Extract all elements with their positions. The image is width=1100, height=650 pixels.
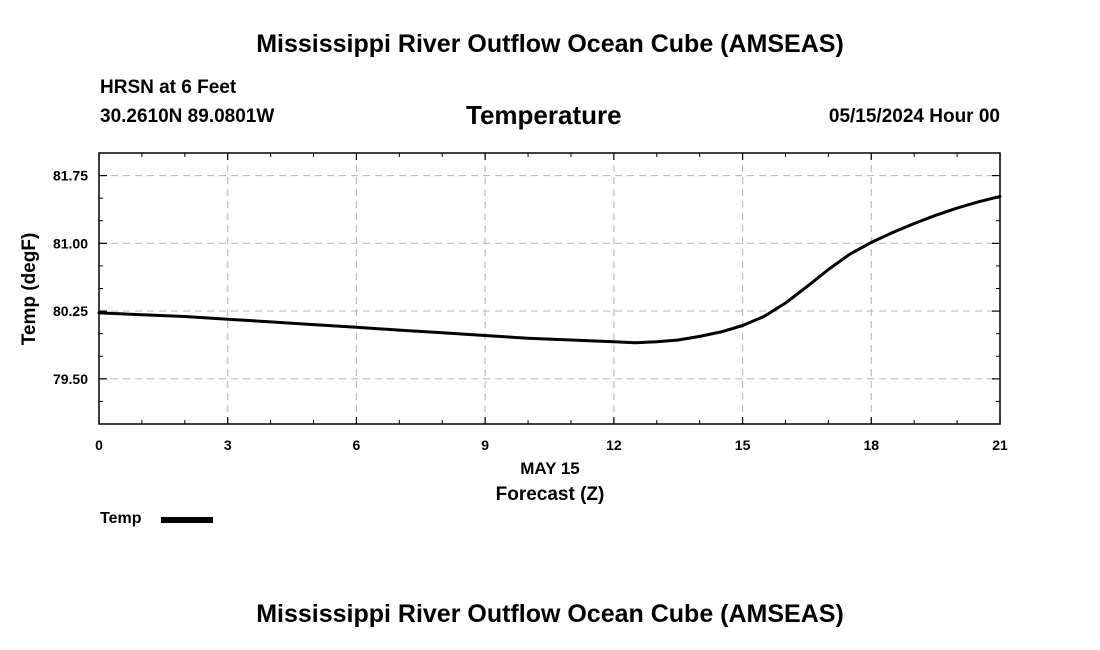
series-layer <box>97 194 1002 345</box>
x-axis-sublabel: MAY 15 <box>520 459 580 478</box>
y-tick-label: 80.25 <box>53 303 88 319</box>
x-tick-label: 9 <box>481 437 489 453</box>
x-tick-label: 21 <box>992 437 1008 453</box>
x-tick-label: 18 <box>863 437 879 453</box>
y-axis-label: Temp (degF) <box>19 233 40 346</box>
y-tick-label: 81.75 <box>53 168 88 184</box>
x-tick-label: 12 <box>606 437 622 453</box>
legend-line-swatch <box>161 517 213 523</box>
tick-labels: 0 3 6 9 12 15 18 21 79.50 80.25 81.00 81.75 <box>53 168 1008 453</box>
y-tick-label: 81.00 <box>53 235 88 251</box>
x-tick-label: 15 <box>735 437 751 453</box>
grid-lines <box>99 153 1000 424</box>
coordinates-label: 30.2610N 89.0801W <box>100 106 275 127</box>
y-tick-label: 79.50 <box>53 371 88 387</box>
x-tick-label: 0 <box>95 437 103 453</box>
chart-title: Temperature <box>466 100 622 130</box>
footer-title: Mississippi River Outflow Ocean Cube (AM… <box>256 600 844 628</box>
plot-frame <box>98 152 1001 425</box>
axis-ticks <box>98 152 1001 425</box>
x-tick-label: 3 <box>224 437 232 453</box>
temp-series-line <box>97 194 1002 345</box>
page-title: Mississippi River Outflow Ocean Cube (AM… <box>256 30 844 58</box>
station-label: HRSN at 6 Feet <box>100 77 237 98</box>
x-axis-label: Forecast (Z) <box>496 484 605 505</box>
datetime-label: 05/15/2024 Hour 00 <box>828 106 1000 127</box>
legend-label: Temp <box>100 510 142 527</box>
x-tick-label: 6 <box>353 437 361 453</box>
